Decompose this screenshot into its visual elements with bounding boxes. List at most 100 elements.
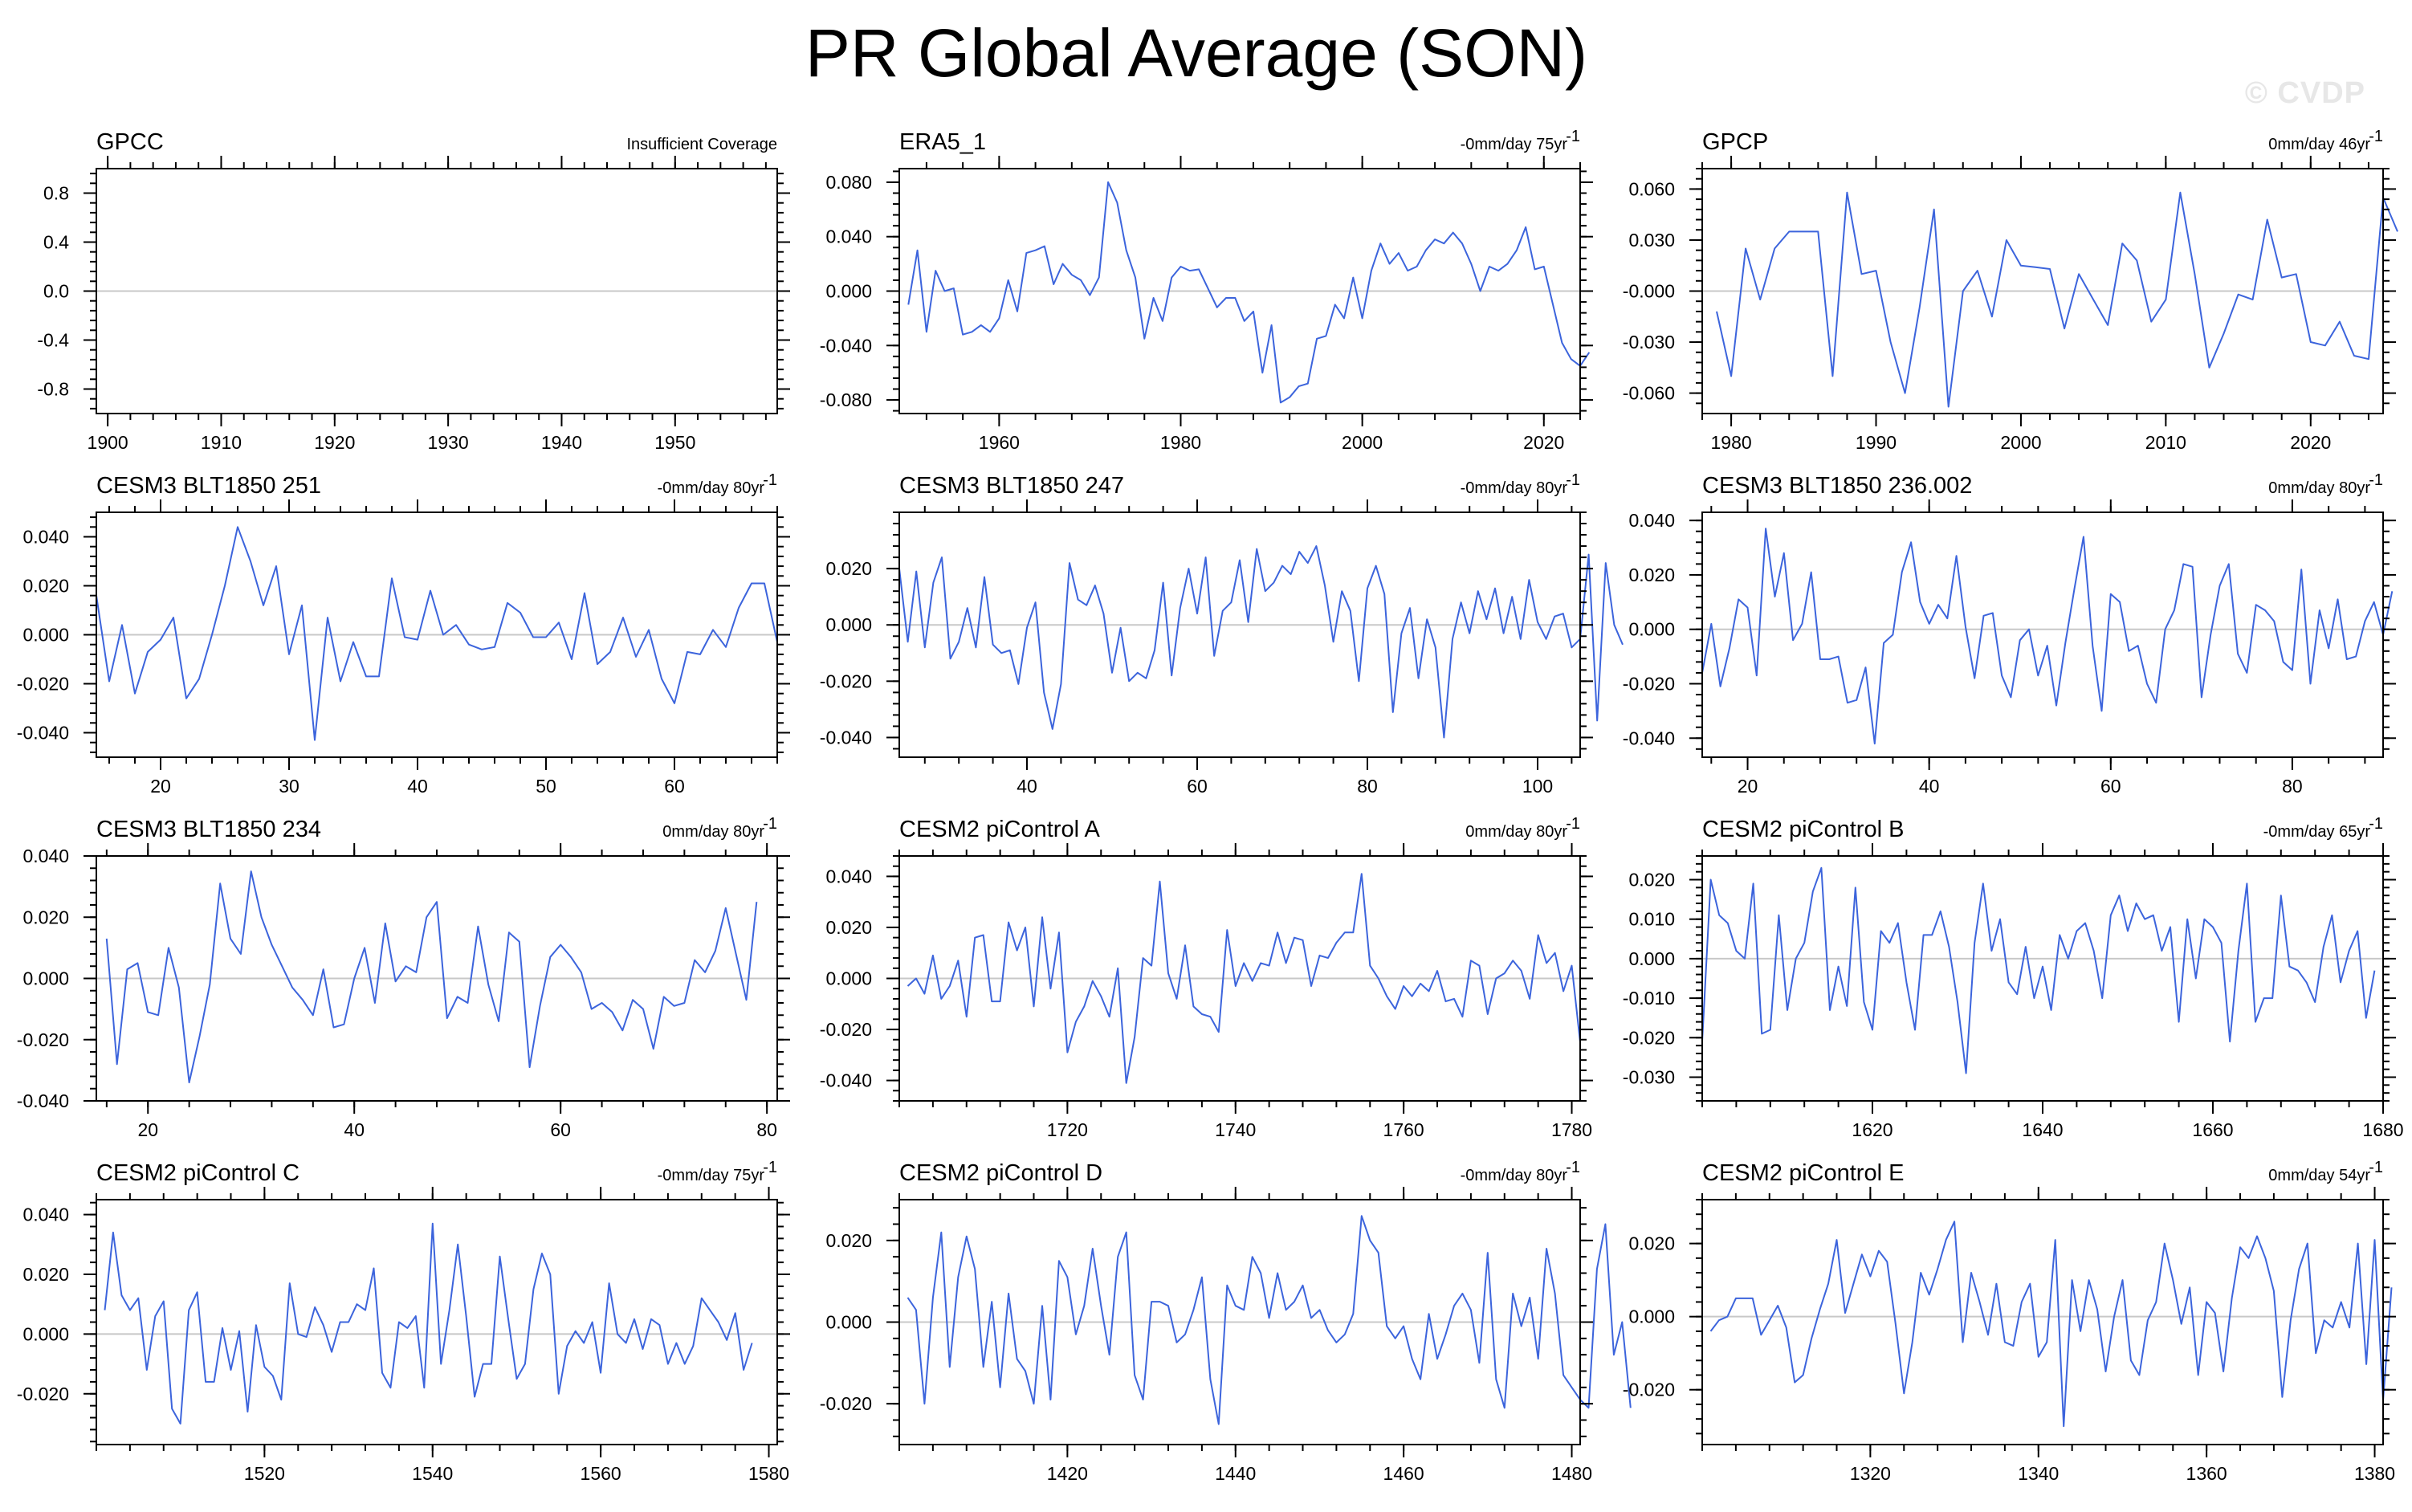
y-tick-label: -0.040 bbox=[17, 1090, 69, 1111]
x-tick-label: 1780 bbox=[1551, 1119, 1592, 1140]
x-tick-label: 1540 bbox=[412, 1463, 453, 1484]
plot-frame bbox=[1701, 855, 2384, 1102]
x-tick-label: 1930 bbox=[428, 432, 469, 453]
y-tick-label: 0.020 bbox=[1628, 870, 1675, 890]
y-tick-label: 0.020 bbox=[1628, 564, 1675, 585]
panel-title: CESM3 BLT1850 247 bbox=[899, 473, 1124, 499]
x-tick-label: 1760 bbox=[1383, 1119, 1424, 1140]
y-tick-label: -0.000 bbox=[1623, 281, 1675, 302]
y-tick-label: 0.080 bbox=[825, 172, 872, 193]
x-tick-label: 1520 bbox=[244, 1463, 285, 1484]
y-tick-label: 0.020 bbox=[1628, 1233, 1675, 1254]
x-tick-label: 1910 bbox=[201, 432, 242, 453]
y-tick-label: -0.020 bbox=[1623, 1027, 1675, 1048]
x-tick-label: 1980 bbox=[1710, 432, 1751, 453]
data-series-line bbox=[1716, 191, 2398, 408]
x-tick-label: 1660 bbox=[2192, 1119, 2233, 1140]
x-tick-label: 1920 bbox=[314, 432, 355, 453]
y-tick-label: -0.020 bbox=[820, 1393, 872, 1414]
data-series-line bbox=[898, 545, 1624, 739]
y-tick-label: -0.040 bbox=[820, 1070, 872, 1091]
panel-trend-annotation: -0mm/day 65yr bbox=[2263, 823, 2371, 841]
y-tick-label: -0.020 bbox=[17, 674, 69, 695]
x-tick-label: 2020 bbox=[1523, 432, 1564, 453]
panel-trend-annotation: 0mm/day 46yr bbox=[2268, 136, 2370, 153]
y-tick-label: 0.000 bbox=[1628, 948, 1675, 969]
x-tick-label: 60 bbox=[664, 776, 685, 797]
chart-panel-11: CESM2 piControl D -0mm/day 80yr-1 1420 1440… bbox=[820, 1159, 1632, 1484]
y-tick-label: 0.0 bbox=[43, 281, 69, 302]
panel-trend-annotation: -0mm/day 75yr bbox=[1461, 136, 1568, 153]
y-tick-label: -0.010 bbox=[1623, 988, 1675, 1009]
chart-panel-9: CESM2 piControl B -0mm/day 65yr-1 1620 1640… bbox=[1623, 815, 2404, 1140]
x-tick-label: 2000 bbox=[1342, 432, 1383, 453]
y-tick-label: -0.040 bbox=[820, 727, 872, 748]
x-tick-label: 1440 bbox=[1215, 1463, 1256, 1484]
chart-panel-5: CESM3 BLT1850 247 -0mm/day 80yr-1 40 60 80 10… bbox=[820, 471, 1624, 797]
plot-frame bbox=[898, 511, 1581, 758]
y-tick-label: 0.000 bbox=[22, 625, 69, 646]
y-tick-label: 0.000 bbox=[22, 1323, 69, 1344]
x-tick-label: 1340 bbox=[2018, 1463, 2059, 1484]
panel-trend-superscript: -1 bbox=[763, 471, 777, 489]
panel-trend-annotation: 0mm/day 80yr bbox=[662, 823, 764, 841]
y-tick-label: 0.020 bbox=[22, 907, 69, 927]
panel-trend-annotation: 0mm/day 80yr bbox=[1465, 823, 1567, 841]
x-tick-label: 1990 bbox=[1856, 432, 1897, 453]
x-tick-label: 2020 bbox=[2290, 432, 2331, 453]
data-series-line bbox=[1709, 1221, 2393, 1428]
y-tick-label: 0.040 bbox=[1628, 510, 1675, 531]
panel-trend-superscript: -1 bbox=[2369, 128, 2383, 145]
chart-panel-8: CESM2 piControl A 0mm/day 80yr-1 1720 1740 1… bbox=[820, 815, 1593, 1140]
y-tick-label: 0.8 bbox=[43, 183, 69, 204]
x-tick-label: 1950 bbox=[654, 432, 695, 453]
cvdp-watermark: © CVDP bbox=[2244, 76, 2365, 110]
data-series-line bbox=[907, 181, 1591, 404]
y-tick-label: 0.000 bbox=[1628, 619, 1675, 640]
x-tick-label: 40 bbox=[407, 776, 428, 797]
y-tick-label: 0.020 bbox=[22, 576, 69, 597]
x-tick-label: 40 bbox=[1919, 776, 1940, 797]
x-tick-label: 2010 bbox=[2145, 432, 2186, 453]
panel-trend-annotation: 0mm/day 54yr bbox=[2268, 1167, 2370, 1184]
x-tick-label: 80 bbox=[756, 1119, 777, 1140]
chart-panel-4: CESM3 BLT1850 251 -0mm/day 80yr-1 20 30 40 50… bbox=[17, 471, 790, 797]
panel-title: CESM2 piControl A bbox=[899, 817, 1100, 842]
panel-title: ERA5_1 bbox=[899, 129, 986, 155]
x-tick-label: 20 bbox=[150, 776, 171, 797]
y-tick-label: -0.020 bbox=[17, 1384, 69, 1404]
panel-trend-superscript: -1 bbox=[1566, 815, 1580, 833]
x-tick-label: 60 bbox=[1187, 776, 1208, 797]
data-series-line bbox=[104, 1222, 753, 1424]
x-tick-label: 50 bbox=[536, 776, 556, 797]
y-tick-label: -0.060 bbox=[1623, 383, 1675, 404]
data-series-line bbox=[105, 870, 758, 1084]
chart-panel-6: CESM3 BLT1850 236.002 0mm/day 80yr-1 20 40 6… bbox=[1623, 471, 2396, 797]
x-tick-label: 40 bbox=[1017, 776, 1037, 797]
y-tick-label: 0.000 bbox=[1628, 1306, 1675, 1327]
panel-trend-superscript: -1 bbox=[763, 1159, 777, 1176]
y-tick-label: 0.040 bbox=[22, 527, 69, 548]
x-tick-label: 1320 bbox=[1850, 1463, 1891, 1484]
chart-panel-12: CESM2 piControl E 0mm/day 54yr-1 1320 1340 1… bbox=[1623, 1159, 2396, 1484]
y-tick-label: 0.020 bbox=[825, 917, 872, 938]
panel-trend-superscript: -1 bbox=[2369, 815, 2383, 833]
panel-trend-annotation: -0mm/day 80yr bbox=[1461, 1167, 1568, 1184]
data-series-line bbox=[907, 873, 1581, 1084]
panel-trend-annotation: -0mm/day 75yr bbox=[658, 1167, 765, 1184]
chart-panel-10: CESM2 piControl C -0mm/day 75yr-1 1520 1540… bbox=[17, 1159, 790, 1484]
y-tick-label: 0.040 bbox=[825, 226, 872, 247]
plot-frame bbox=[1701, 511, 2384, 758]
panel-title: CESM2 piControl D bbox=[899, 1160, 1102, 1186]
y-tick-label: -0.8 bbox=[37, 379, 69, 400]
y-tick-label: -0.040 bbox=[17, 723, 69, 744]
x-tick-label: 40 bbox=[344, 1119, 365, 1140]
y-tick-label: 0.060 bbox=[1628, 178, 1675, 199]
x-tick-label: 80 bbox=[2282, 776, 2303, 797]
y-tick-label: -0.080 bbox=[820, 389, 872, 410]
y-tick-label: 0.010 bbox=[1628, 909, 1675, 930]
y-tick-label: 0.4 bbox=[43, 232, 69, 253]
x-tick-label: 1720 bbox=[1047, 1119, 1088, 1140]
panel-trend-annotation: Insufficient Coverage bbox=[626, 136, 777, 153]
